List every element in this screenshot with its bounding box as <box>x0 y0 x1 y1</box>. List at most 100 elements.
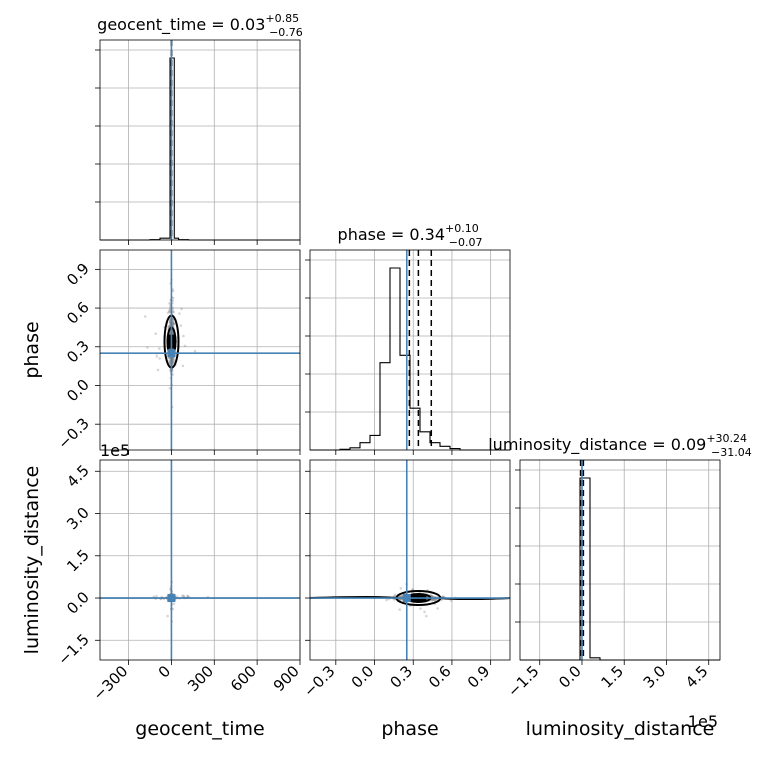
y-axis-label-luminosity_distance: luminosity_distance <box>21 466 43 655</box>
x-tick-label: 0 <box>155 662 174 681</box>
histogram-luminosity_distance <box>520 477 720 661</box>
sample-point <box>179 324 183 327</box>
sample-point <box>168 361 172 364</box>
sample-point <box>168 359 171 363</box>
sample-point <box>167 325 170 328</box>
y-tick-label: −0.3 <box>54 414 92 452</box>
sample-point <box>172 361 175 364</box>
sample-point <box>172 322 175 326</box>
panel-grid <box>310 460 510 660</box>
y-tick-label: 3.0 <box>63 504 93 534</box>
title-minus: −0.76 <box>269 26 303 39</box>
sample-point <box>430 594 434 598</box>
sample-point <box>172 323 175 327</box>
sample-point <box>155 355 159 358</box>
sample-point <box>181 364 185 368</box>
panel-title-luminosity_distance: luminosity_distance = 0.09+30.24 −31.04 <box>488 432 752 459</box>
sample-point <box>172 360 175 363</box>
sample-point <box>411 588 415 591</box>
sample-point <box>156 368 160 372</box>
sample-point <box>172 358 176 362</box>
y-tick-label: −1.5 <box>54 630 92 668</box>
sample-point <box>183 344 187 348</box>
title-minus: −31.04 <box>711 446 752 459</box>
truth-marker <box>167 349 176 358</box>
sample-point <box>186 595 190 598</box>
title-prefix: phase = <box>338 225 410 244</box>
x-tick-label: 0.9 <box>464 662 494 692</box>
x-tick-label: 0.3 <box>386 662 416 692</box>
panel-frame <box>99 39 301 241</box>
sample-point <box>423 610 426 614</box>
x-tick-label: 0.6 <box>425 662 455 692</box>
x-tick-label: 4.5 <box>682 662 712 692</box>
sample-point <box>171 320 175 323</box>
x-tick-label: −300 <box>90 662 132 704</box>
title-prefix: luminosity_distance = <box>488 435 670 455</box>
x-tick-label: 3.0 <box>640 662 670 692</box>
x-tick-label: 0.0 <box>555 662 585 692</box>
sample-point <box>171 361 175 365</box>
sample-point <box>398 608 402 611</box>
y-tick-label: 0.9 <box>63 259 93 289</box>
sample-point <box>171 310 175 313</box>
panel-grid <box>100 460 301 660</box>
sample-point <box>155 594 158 598</box>
sample-point <box>425 614 428 618</box>
sample-point <box>181 594 184 598</box>
sample-point <box>434 598 438 602</box>
y-tick-label: 0.3 <box>63 337 93 367</box>
title-prefix: geocent_time = <box>97 15 230 35</box>
sample-point <box>171 296 175 300</box>
sample-point <box>431 599 434 602</box>
y-axis-label-phase: phase <box>21 321 43 378</box>
sample-point <box>172 321 175 324</box>
sample-point <box>172 322 175 326</box>
sample-point <box>158 357 161 360</box>
sample-point <box>180 307 183 311</box>
scatter-geocent_time-luminosity_distance <box>152 580 210 623</box>
sample-point <box>167 325 171 328</box>
sample-point <box>146 346 149 349</box>
panel-frame <box>99 459 301 661</box>
sample-point <box>168 310 171 314</box>
sample-point <box>143 315 147 318</box>
sample-point <box>166 614 169 618</box>
x-tick-label: 300 <box>184 662 217 695</box>
sample-point <box>449 599 453 602</box>
sample-point <box>172 602 176 606</box>
panel-frame <box>309 249 511 451</box>
sample-point <box>172 321 175 325</box>
sample-point <box>433 598 437 602</box>
title-value: 0.09 <box>671 435 707 454</box>
panel-grid <box>100 40 301 240</box>
sample-point <box>158 347 161 350</box>
sample-point <box>154 332 157 336</box>
panel-title-geocent_time: geocent_time = 0.03+0.85 −0.76 <box>97 12 303 39</box>
sample-point <box>385 598 388 602</box>
sample-point <box>171 289 175 293</box>
sample-point <box>182 334 185 338</box>
x-tick-label: −0.3 <box>300 662 338 700</box>
x-tick-label: 0.0 <box>348 662 378 692</box>
sample-point <box>172 311 175 314</box>
y-tick-label: 0.0 <box>63 376 93 406</box>
sample-point <box>399 598 402 602</box>
sample-point <box>168 358 172 361</box>
x-tick-label: 600 <box>227 662 260 695</box>
title-minus: −0.07 <box>449 236 483 249</box>
x-offset-text: 1e5 <box>688 712 718 731</box>
title-value: 0.03 <box>230 15 266 34</box>
sample-point <box>431 598 434 602</box>
sample-point <box>441 595 445 598</box>
histogram-geocent_time <box>100 57 300 241</box>
sample-point <box>393 593 397 597</box>
sample-point <box>178 312 181 315</box>
title-plus: +0.85 <box>265 12 299 25</box>
x-tick-label: 900 <box>270 662 303 695</box>
sample-point <box>172 322 176 326</box>
x-tick-label: −1.5 <box>504 662 542 700</box>
x-tick-label: 1.5 <box>597 662 627 692</box>
title-value: 0.34 <box>409 225 445 244</box>
